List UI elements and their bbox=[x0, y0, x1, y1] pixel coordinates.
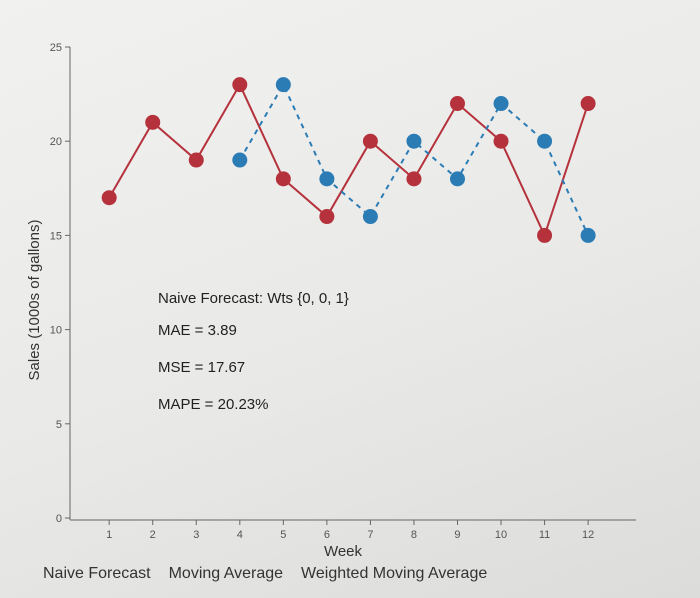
data-point bbox=[580, 227, 596, 243]
annotation-mape: MAPE = 20.23% bbox=[158, 396, 268, 413]
tab-moving-average[interactable]: Moving Average bbox=[168, 565, 284, 582]
x-tick-label: 3 bbox=[193, 529, 199, 541]
data-point bbox=[406, 171, 422, 187]
y-tick-label: 15 bbox=[50, 230, 62, 242]
data-point bbox=[232, 152, 248, 168]
x-tick-label: 8 bbox=[411, 529, 417, 541]
series-0 bbox=[101, 77, 596, 243]
series-1 bbox=[232, 77, 596, 243]
data-point bbox=[362, 209, 378, 225]
x-tick-label: 9 bbox=[454, 529, 460, 541]
y-tick-label: 10 bbox=[50, 325, 62, 337]
data-point bbox=[449, 171, 465, 187]
y-tick-label: 0 bbox=[56, 513, 62, 525]
tab-naive-forecast[interactable]: Naive Forecast bbox=[43, 565, 151, 582]
annotation-mse: MSE = 17.67 bbox=[158, 359, 245, 376]
y-axis-title: Sales (1000s of gallons) bbox=[26, 220, 43, 381]
x-tick-label: 4 bbox=[237, 529, 243, 541]
data-point bbox=[362, 133, 378, 149]
x-tick-label: 2 bbox=[150, 529, 156, 541]
data-point bbox=[537, 133, 553, 149]
y-tick-label: 20 bbox=[50, 136, 62, 148]
x-axis-title: Week bbox=[324, 543, 363, 560]
annotation-box: Naive Forecast: Wts {0, 0, 1} MAE = 3.89… bbox=[158, 290, 349, 413]
data-point bbox=[493, 133, 509, 149]
data-point bbox=[449, 96, 465, 112]
data-point bbox=[580, 96, 596, 112]
data-point bbox=[537, 227, 553, 243]
data-point bbox=[275, 77, 291, 93]
data-point bbox=[145, 114, 161, 130]
data-point bbox=[319, 209, 335, 225]
x-tick-label: 10 bbox=[495, 529, 507, 541]
data-point bbox=[232, 77, 248, 93]
x-tick-label: 6 bbox=[324, 529, 330, 541]
data-point bbox=[275, 171, 291, 187]
series-layer bbox=[101, 77, 596, 243]
data-point bbox=[406, 133, 422, 149]
annotation-title: Naive Forecast: Wts {0, 0, 1} bbox=[158, 290, 349, 307]
y-tick-label: 25 bbox=[50, 42, 62, 54]
series-line bbox=[108, 82, 590, 239]
data-point bbox=[188, 152, 204, 168]
tab-bar: Naive Forecast Moving Average Weighted M… bbox=[40, 563, 490, 585]
annotation-mae: MAE = 3.89 bbox=[158, 322, 237, 339]
tab-weighted-moving-average[interactable]: Weighted Moving Average bbox=[301, 565, 488, 582]
y-tick-label: 5 bbox=[56, 419, 62, 431]
data-point bbox=[493, 96, 509, 112]
x-tick-label: 11 bbox=[539, 529, 550, 541]
x-tick-label: 1 bbox=[106, 529, 112, 541]
series-line bbox=[238, 82, 590, 236]
x-tick-label: 7 bbox=[367, 529, 373, 541]
x-tick-label: 12 bbox=[582, 529, 594, 541]
data-point bbox=[319, 171, 335, 187]
x-tick-label: 5 bbox=[280, 529, 286, 541]
data-point bbox=[101, 190, 117, 206]
